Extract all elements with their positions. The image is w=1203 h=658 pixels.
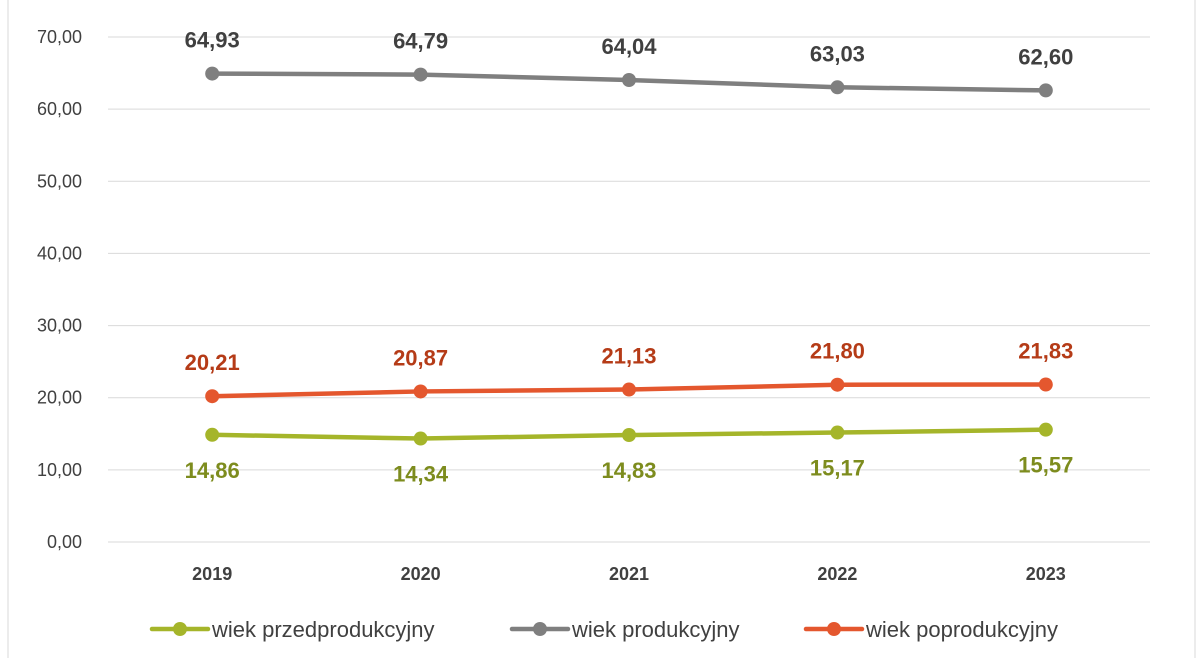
data-label: 15,17 bbox=[810, 456, 865, 481]
data-label: 14,83 bbox=[601, 458, 656, 483]
data-point bbox=[622, 382, 636, 397]
legend: wiek przedprodukcyjny wiek produkcyjny wie… bbox=[149, 617, 1058, 642]
data-point bbox=[830, 425, 845, 440]
data-label: 20,21 bbox=[185, 350, 240, 375]
data-point bbox=[413, 431, 428, 446]
legend-swatch-marker bbox=[533, 622, 547, 636]
data-point bbox=[1038, 83, 1053, 98]
data-label: 64,04 bbox=[601, 34, 657, 59]
data-point bbox=[622, 428, 636, 443]
data-point bbox=[205, 427, 220, 442]
x-tick-label: 2022 bbox=[817, 564, 857, 584]
data-label: 21,80 bbox=[810, 339, 865, 364]
legend-label: wiek przedprodukcyjny bbox=[211, 617, 435, 642]
data-label: 62,60 bbox=[1018, 44, 1073, 69]
data-point bbox=[830, 377, 845, 392]
data-point bbox=[622, 72, 636, 87]
x-tick-label: 2020 bbox=[401, 564, 441, 584]
y-tick-label: 0,00 bbox=[47, 532, 82, 552]
series-lines bbox=[205, 66, 1053, 446]
legend-label: wiek poprodukcyjny bbox=[865, 617, 1058, 642]
x-tick-label: 2021 bbox=[609, 564, 649, 584]
data-point bbox=[205, 66, 220, 81]
data-point bbox=[830, 80, 845, 95]
x-tick-label: 2023 bbox=[1026, 564, 1066, 584]
data-label: 21,13 bbox=[601, 344, 656, 369]
y-tick-label: 20,00 bbox=[37, 388, 82, 408]
data-label: 64,93 bbox=[185, 28, 240, 53]
data-label: 21,83 bbox=[1018, 339, 1073, 364]
legend-swatch-marker bbox=[173, 622, 187, 636]
y-tick-label: 10,00 bbox=[37, 460, 82, 480]
data-point bbox=[1038, 377, 1053, 392]
y-tick-label: 50,00 bbox=[37, 171, 82, 191]
data-point bbox=[413, 67, 428, 82]
data-label: 63,03 bbox=[810, 41, 865, 66]
y-tick-label: 60,00 bbox=[37, 99, 82, 119]
data-point bbox=[1038, 422, 1053, 437]
y-tick-label: 40,00 bbox=[37, 243, 82, 263]
y-tick-label: 30,00 bbox=[37, 316, 82, 336]
data-label: 14,86 bbox=[185, 458, 240, 483]
legend-swatch-marker bbox=[827, 622, 841, 636]
data-point bbox=[205, 389, 220, 404]
x-tick-label: 2019 bbox=[192, 564, 232, 584]
data-label: 14,34 bbox=[393, 462, 449, 487]
y-tick-label: 70,00 bbox=[37, 27, 82, 47]
data-point bbox=[413, 384, 428, 399]
data-label: 64,79 bbox=[393, 29, 448, 54]
data-labels: 14,86 14,34 14,83 15,17 15,57 64,93 64,79 64,04… bbox=[185, 28, 1074, 487]
y-axis-ticks: 0,00 10,00 20,00 30,00 40,00 50,00 60,00 70,00 bbox=[37, 27, 82, 552]
data-label: 20,87 bbox=[393, 345, 448, 370]
data-label: 15,57 bbox=[1018, 453, 1073, 478]
gridlines bbox=[108, 36, 1150, 543]
legend-label: wiek produkcyjny bbox=[571, 617, 740, 642]
x-axis-ticks: 2019 2020 2021 2022 2023 bbox=[192, 564, 1066, 584]
